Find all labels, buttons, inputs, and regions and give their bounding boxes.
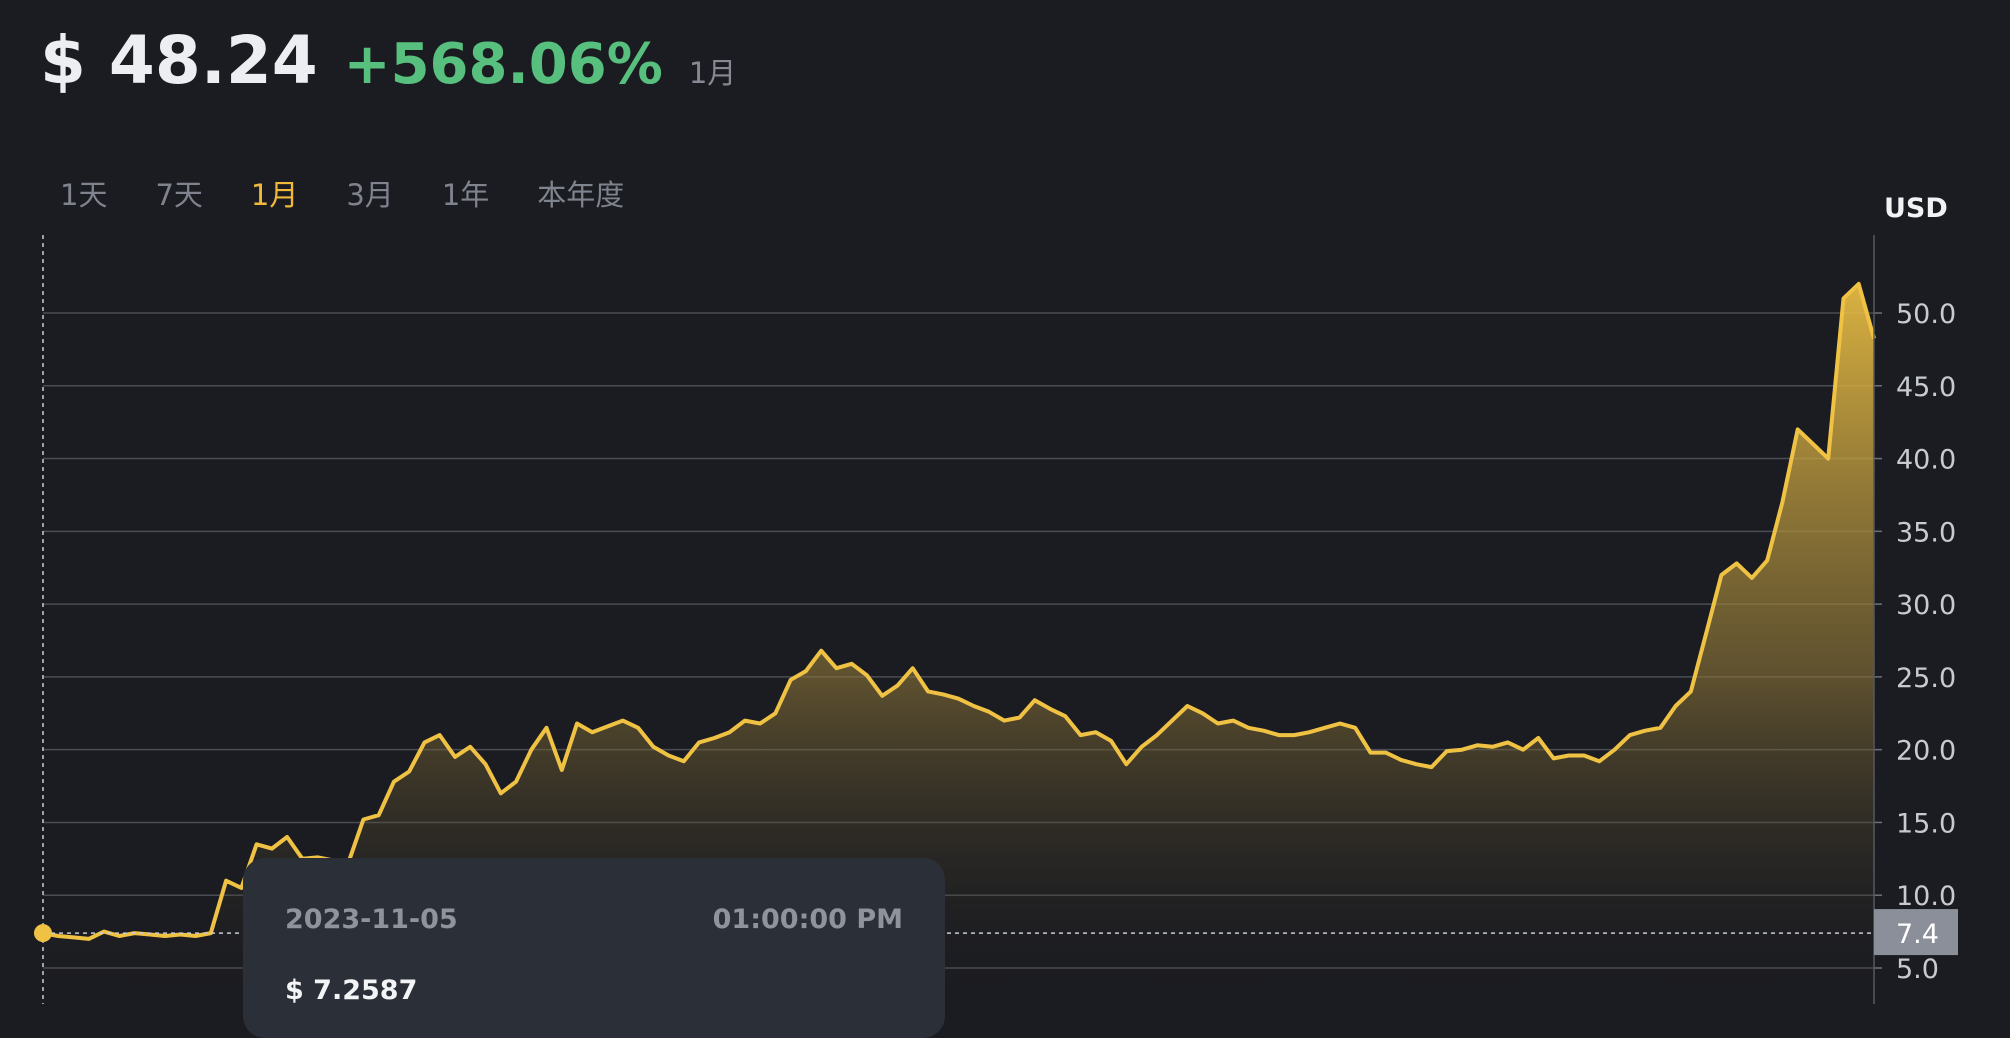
tab-ytd[interactable]: 本年度 [537, 178, 625, 212]
tab-7d[interactable]: 7天 [155, 178, 203, 212]
price-change-percent: +568.06% [343, 32, 663, 97]
y-axis-tick-label: 10.0 [1896, 881, 1956, 912]
y-axis-tick-label: 35.0 [1896, 517, 1956, 548]
tooltip-price: $ 7.2587 [285, 975, 418, 1006]
tab-1y[interactable]: 1年 [441, 178, 490, 212]
crosshair-value-label: 7.4 [1896, 919, 1939, 950]
currency-label: USD [1884, 193, 1948, 224]
y-axis-tick-label: 15.0 [1896, 808, 1956, 839]
price-tooltip: 2023-11-05 01:00:00 PM $ 7.2587 [243, 858, 945, 1038]
y-axis-tick-label: 25.0 [1896, 663, 1956, 694]
y-axis-tick-label: 30.0 [1896, 590, 1956, 621]
tab-3m[interactable]: 3月 [346, 178, 394, 212]
crosshair-point [34, 924, 52, 943]
y-axis-tick-label: 40.0 [1896, 445, 1956, 476]
y-axis-tick-label: 20.0 [1896, 736, 1956, 767]
period-tabs: 1天 7天 1月 3月 1年 本年度 [60, 172, 672, 214]
tab-1d[interactable]: 1天 [60, 178, 108, 212]
price-change-period: 1月 [688, 56, 737, 90]
y-axis-tick-label: 50.0 [1896, 299, 1956, 330]
price-chart[interactable]: 5.010.015.020.025.030.035.040.045.050.0 … [0, 0, 2010, 1004]
price-header: $ 48.24 +568.06% 1月 [40, 22, 736, 102]
crosshair-value-badge [1874, 909, 1958, 956]
tooltip-header: 2023-11-05 01:00:00 PM [285, 904, 903, 935]
y-axis-tick-label: 45.0 [1896, 372, 1956, 403]
tooltip-date: 2023-11-05 [285, 904, 458, 935]
y-axis: 5.0 10.0 15.0 20.0 25.0 30.0 35.0 40.0 45.0 50.0 [1873, 235, 1956, 1004]
y-axis-tick-label: 5.0 [1896, 954, 1939, 985]
tooltip-time: 01:00:00 PM [712, 904, 903, 935]
price-area-fill [43, 283, 1874, 1004]
current-price: $ 48.24 [40, 22, 318, 99]
tab-1m[interactable]: 1月 [250, 178, 299, 212]
